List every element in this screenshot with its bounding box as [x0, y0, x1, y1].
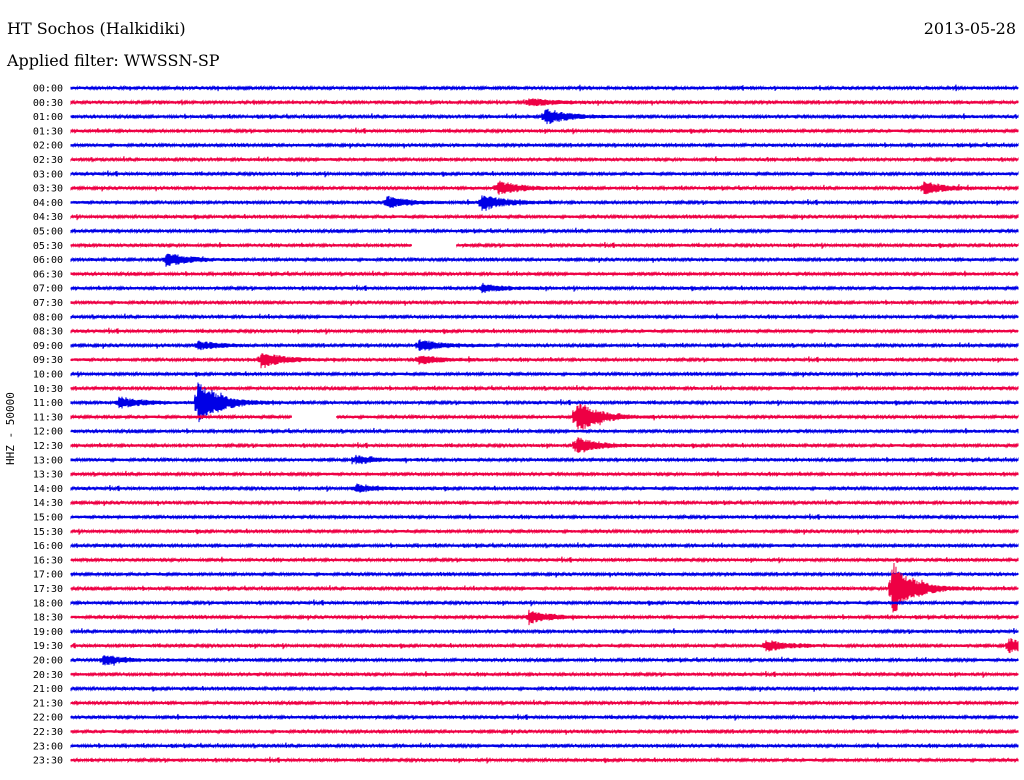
data-gap: [411, 239, 457, 252]
time-tick-label: 16:30: [33, 555, 63, 566]
time-tick-label: 16:00: [33, 541, 63, 552]
time-tick-label: 04:00: [33, 198, 63, 209]
time-tick-label: 12:00: [33, 427, 63, 438]
time-tick-label: 05:30: [33, 241, 63, 252]
data-gap: [291, 410, 337, 423]
time-tick-label: 10:30: [33, 384, 63, 395]
time-tick-label: 08:30: [33, 327, 63, 338]
time-tick-label: 18:00: [33, 598, 63, 609]
time-tick-label: 23:30: [33, 756, 63, 767]
time-tick-label: 13:00: [33, 455, 63, 466]
time-tick-label: 07:00: [33, 284, 63, 295]
time-tick-label: 03:30: [33, 184, 63, 195]
time-tick-label: 19:30: [33, 641, 63, 652]
filter-label: Applied filter: WWSSN-SP: [7, 51, 220, 70]
time-tick-label: 23:00: [33, 741, 63, 752]
time-tick-label: 07:30: [33, 298, 63, 309]
time-tick-label: 09:00: [33, 341, 63, 352]
time-tick-label: 20:30: [33, 670, 63, 681]
time-tick-label: 22:30: [33, 727, 63, 738]
time-tick-label: 17:30: [33, 584, 63, 595]
time-tick-label: 18:30: [33, 613, 63, 624]
trace-line: [70, 353, 1019, 369]
time-tick-label: 01:00: [33, 112, 63, 123]
time-tick-label: 20:00: [33, 656, 63, 667]
time-tick-label: 00:00: [33, 84, 63, 95]
time-tick-label: 04:30: [33, 212, 63, 223]
time-tick-label: 03:00: [33, 169, 63, 180]
time-tick-label: 15:00: [33, 513, 63, 524]
time-tick-label: 00:30: [33, 98, 63, 109]
time-tick-label: 05:00: [33, 227, 63, 238]
time-tick-label: 10:00: [33, 370, 63, 381]
time-tick-label: 19:00: [33, 627, 63, 638]
station-title: HT Sochos (Halkidiki): [7, 19, 186, 38]
date-label: 2013-05-28: [923, 19, 1016, 38]
time-tick-label: 14:30: [33, 498, 63, 509]
time-tick-label: 14:00: [33, 484, 63, 495]
time-tick-label: 22:00: [33, 713, 63, 724]
time-tick-label: 09:30: [33, 355, 63, 366]
time-tick-label: 02:30: [33, 155, 63, 166]
time-tick-label: 01:30: [33, 126, 63, 137]
time-tick-label: 15:30: [33, 527, 63, 538]
filter-prefix: Applied filter:: [7, 51, 124, 70]
time-tick-label: 06:30: [33, 269, 63, 280]
time-tick-label: 02:00: [33, 141, 63, 152]
time-tick-label: 08:00: [33, 312, 63, 323]
time-tick-label: 11:30: [33, 412, 63, 423]
time-tick-label: 21:30: [33, 698, 63, 709]
time-tick-label: 06:00: [33, 255, 63, 266]
time-tick-label: 17:00: [33, 570, 63, 581]
time-tick-label: 12:30: [33, 441, 63, 452]
time-tick-label: 11:00: [33, 398, 63, 409]
filter-value: WWSSN-SP: [123, 51, 220, 70]
time-tick-label: 21:00: [33, 684, 63, 695]
time-tick-label: 13:30: [33, 470, 63, 481]
